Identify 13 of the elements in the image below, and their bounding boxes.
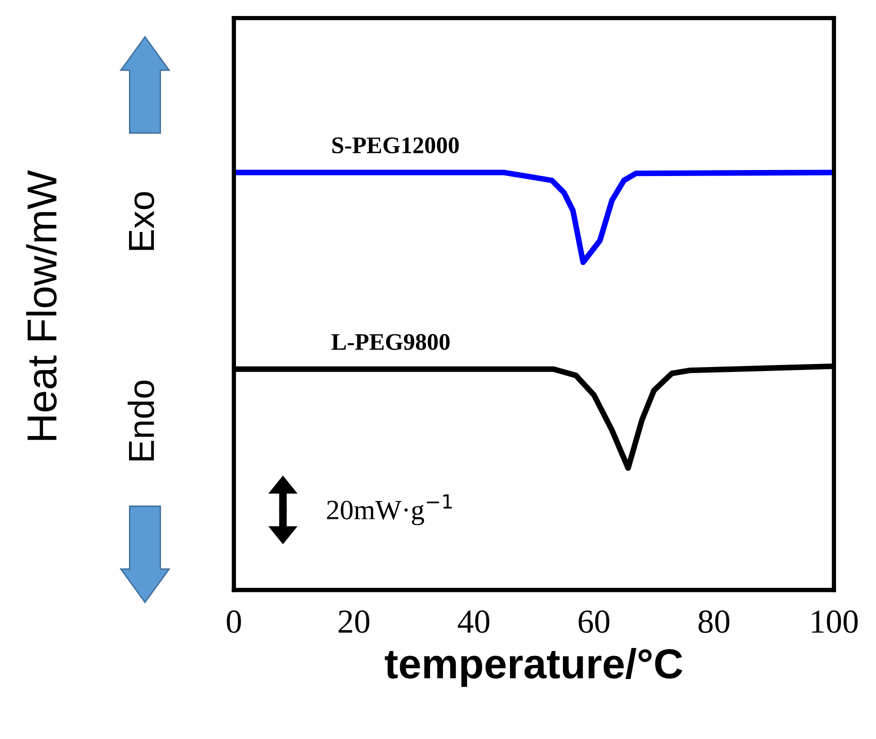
x-tick-label: 60: [578, 610, 610, 633]
x-axis-title: temperature/°C: [384, 648, 682, 687]
y-axis-title: Heat Flow/mW: [26, 170, 57, 440]
x-tick-label: 20: [338, 610, 370, 633]
text: Endo: [128, 380, 154, 460]
x-tick-label: 80: [698, 610, 730, 633]
x-tick-label: 0: [226, 610, 241, 633]
series-label: S-PEG12000: [332, 137, 459, 154]
series-label: L-PEG9800: [332, 334, 450, 350]
text: Exo: [129, 192, 154, 250]
annotation: 20mW·g$^{−1}$: [327, 494, 452, 526]
x-tick-label: 40: [458, 610, 490, 633]
x-tick-label: 100: [812, 610, 858, 633]
